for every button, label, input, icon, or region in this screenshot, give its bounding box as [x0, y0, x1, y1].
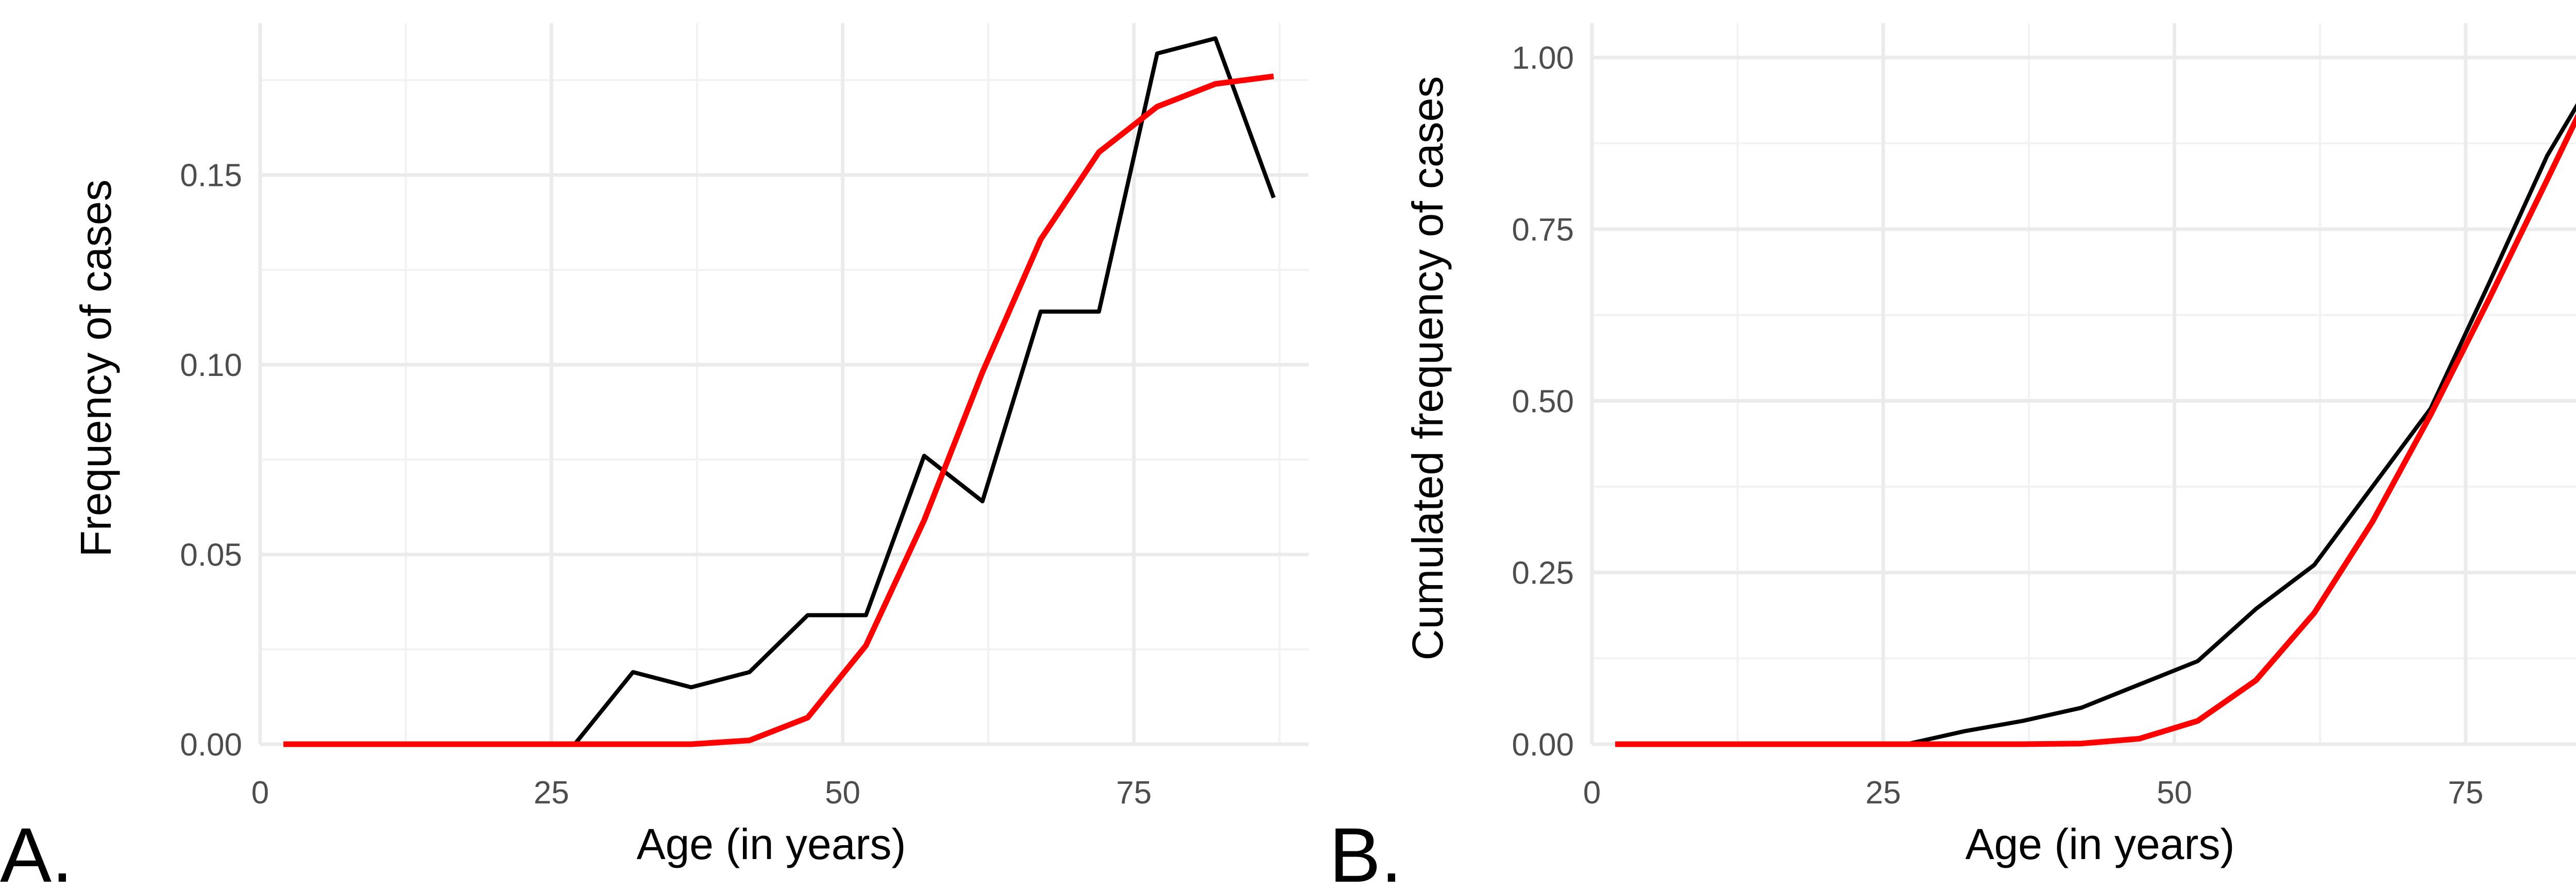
panel-b-grid: [1590, 23, 2576, 746]
panel-b: 0 25 50 75 0.00 0.25 0.50 0.75 1.00 Age (in year…: [1329, 23, 2576, 892]
panel-a-y-axis-title: Frequency of cases: [72, 179, 120, 557]
panel-a-y-tick-label: 0.10: [180, 348, 242, 383]
panel-b-y-tick-label: 0.00: [1512, 727, 1574, 763]
panel-b-x-tick-label: 50: [2157, 775, 2192, 811]
panel-b-x-tick-label: 75: [2448, 775, 2483, 811]
panel-b-tick-labels: 0 25 50 75 0.00 0.25 0.50 0.75 1.00: [1512, 41, 2483, 811]
panel-a-series-line-2: [283, 73, 1274, 747]
panel-a-x-tick-label: 25: [534, 775, 569, 811]
panel-b-x-tick-label: 25: [1866, 775, 1901, 811]
panel-a-grid: [258, 23, 1309, 746]
panel-a: 0 25 50 75 0.00 0.05 0.10 0.15 Age (in years) F…: [0, 23, 1309, 892]
panel-b-y-tick-label: 0.50: [1512, 384, 1574, 419]
panel-b-series: [1615, 103, 2576, 747]
panel-a-y-tick-label: 0.05: [180, 538, 242, 573]
panel-a-y-tick-label: 0.00: [180, 727, 242, 763]
panel-b-letter: B.: [1329, 812, 1402, 892]
panel-b-y-tick-label: 1.00: [1512, 41, 1574, 76]
panel-b-y-tick-label: 0.75: [1512, 212, 1574, 248]
panel-a-series: [283, 36, 1276, 747]
panel-b-x-axis-title: Age (in years): [1965, 820, 2235, 868]
panel-b-y-axis-title: Cumulated frequency of cases: [1403, 76, 1452, 661]
panel-a-letter: A.: [0, 812, 73, 892]
panel-a-x-axis-title: Age (in years): [637, 820, 906, 868]
panel-a-y-tick-label: 0.15: [180, 158, 242, 194]
panel-a-x-tick-label: 50: [825, 775, 860, 811]
panel-a-x-tick-label: 75: [1116, 775, 1151, 811]
panel-b-y-tick-label: 0.25: [1512, 556, 1574, 591]
panel-a-tick-labels: 0 25 50 75 0.00 0.05 0.10 0.15: [180, 158, 1151, 811]
panel-a-series-line-1: [283, 36, 1276, 746]
panel-b-series-line-2: [1615, 113, 2576, 747]
panel-b-x-tick-label: 0: [1583, 775, 1601, 811]
panel-a-x-tick-label: 0: [251, 775, 269, 811]
